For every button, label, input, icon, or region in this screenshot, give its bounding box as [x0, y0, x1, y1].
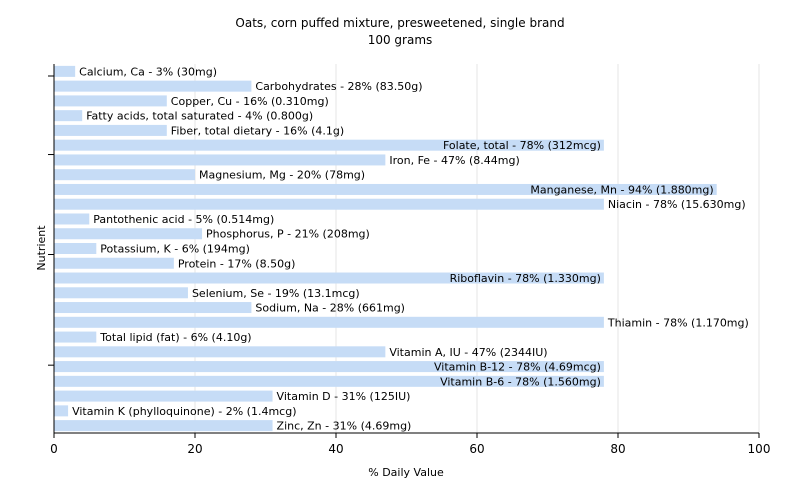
x-tick-label: 60	[469, 442, 484, 456]
bar	[54, 331, 97, 343]
bar-label: Riboflavin - 78% (1.330mg)	[450, 272, 601, 285]
bar	[54, 213, 90, 225]
bar-label: Vitamin B-6 - 78% (1.560mg)	[440, 375, 601, 388]
bar	[54, 228, 203, 240]
bar	[54, 198, 604, 210]
bar	[54, 375, 604, 387]
bar	[54, 405, 69, 417]
bar-label: Fatty acids, total saturated - 4% (0.800…	[86, 110, 313, 123]
bar-label: Pantothenic acid - 5% (0.514mg)	[93, 213, 274, 226]
bar	[54, 287, 188, 299]
bar-label: Zinc, Zn - 31% (4.69mg)	[277, 420, 412, 433]
bar	[54, 346, 386, 358]
x-tick-label: 40	[328, 442, 343, 456]
bar-label: Total lipid (fat) - 6% (4.10g)	[99, 331, 251, 344]
bar-label: Vitamin B-12 - 78% (4.69mcg)	[434, 361, 601, 374]
x-axis-label: % Daily Value	[368, 466, 444, 479]
x-tick-label: 20	[187, 442, 202, 456]
bar-label: Potassium, K - 6% (194mg)	[100, 243, 250, 256]
x-tick-label: 80	[610, 442, 625, 456]
bar-label: Copper, Cu - 16% (0.310mg)	[171, 95, 329, 108]
bar	[54, 257, 174, 269]
bar	[54, 110, 83, 122]
bar-label: Phosphorus, P - 21% (208mg)	[206, 228, 370, 241]
bar-label: Selenium, Se - 19% (13.1mcg)	[192, 287, 360, 300]
bar	[54, 243, 97, 254]
bar	[54, 80, 252, 92]
x-tick-label: 0	[50, 442, 58, 456]
bar	[54, 65, 76, 77]
bar	[54, 390, 273, 402]
chart-subtitle: 100 grams	[368, 33, 433, 47]
bar-label: Vitamin K (phylloquinone) - 2% (1.4mcg)	[72, 405, 296, 418]
bar-label: Sodium, Na - 28% (661mg)	[255, 302, 405, 315]
y-axis-label: Nutrient	[35, 225, 48, 271]
bar-label: Manganese, Mn - 94% (1.880mg)	[530, 183, 713, 196]
axes: 0 20 40 60 80 100	[48, 64, 770, 456]
bar-label: Iron, Fe - 47% (8.44mg)	[389, 154, 519, 167]
x-tick-label: 100	[748, 442, 771, 456]
bar-label: Niacin - 78% (15.630mg)	[608, 198, 746, 211]
bar-label: Fiber, total dietary - 16% (4.1g)	[171, 124, 344, 137]
bar-label: Protein - 17% (8.50g)	[178, 257, 296, 270]
bar	[54, 95, 167, 107]
bar	[54, 272, 604, 284]
bars-group: Calcium, Ca - 3% (30mg) Carbohydrates - 2…	[54, 65, 749, 433]
bar	[54, 302, 252, 314]
bar	[54, 420, 273, 432]
bar-label: Vitamin D - 31% (125IU)	[277, 390, 411, 403]
bar-label: Thiamin - 78% (1.170mg)	[607, 316, 749, 329]
bar-label: Folate, total - 78% (312mcg)	[443, 139, 601, 152]
bar	[54, 169, 195, 181]
bar	[54, 124, 167, 136]
bar	[54, 139, 604, 151]
chart-title: Oats, corn puffed mixture, presweetened,…	[235, 16, 564, 30]
bar-label: Calcium, Ca - 3% (30mg)	[79, 65, 217, 78]
bar	[54, 361, 604, 373]
bar-label: Vitamin A, IU - 47% (2344IU)	[389, 346, 547, 359]
bar	[54, 316, 604, 328]
bar-label: Carbohydrates - 28% (83.50g)	[255, 80, 422, 93]
bar	[54, 183, 717, 195]
bar	[54, 154, 386, 166]
bar-label: Magnesium, Mg - 20% (78mg)	[199, 169, 365, 182]
